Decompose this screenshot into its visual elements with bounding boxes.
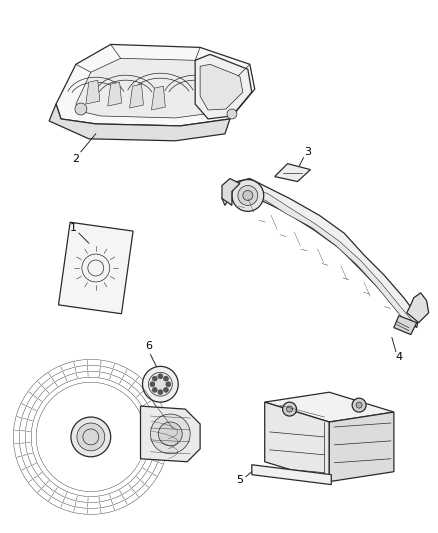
Polygon shape xyxy=(59,222,133,314)
Polygon shape xyxy=(265,392,394,422)
Text: 4: 4 xyxy=(395,352,403,362)
Circle shape xyxy=(148,373,172,396)
Circle shape xyxy=(158,374,163,379)
Polygon shape xyxy=(232,188,414,326)
Circle shape xyxy=(142,366,178,402)
Polygon shape xyxy=(394,316,417,335)
Polygon shape xyxy=(329,412,394,482)
Polygon shape xyxy=(141,406,200,462)
Text: 5: 5 xyxy=(237,475,244,484)
Circle shape xyxy=(227,109,237,119)
Polygon shape xyxy=(222,179,240,205)
Polygon shape xyxy=(195,54,252,119)
Polygon shape xyxy=(56,44,255,126)
Polygon shape xyxy=(49,104,230,141)
Circle shape xyxy=(75,103,87,115)
Circle shape xyxy=(152,387,157,392)
Text: 3: 3 xyxy=(304,147,311,157)
Polygon shape xyxy=(222,179,419,328)
Polygon shape xyxy=(130,84,144,108)
Circle shape xyxy=(152,376,157,381)
Polygon shape xyxy=(76,58,242,118)
Text: 2: 2 xyxy=(72,154,79,164)
Circle shape xyxy=(77,423,105,451)
Circle shape xyxy=(163,376,169,381)
Circle shape xyxy=(283,402,297,416)
Polygon shape xyxy=(152,86,165,110)
Circle shape xyxy=(243,190,253,200)
Circle shape xyxy=(166,382,171,387)
Circle shape xyxy=(232,180,264,212)
Circle shape xyxy=(150,382,155,387)
Polygon shape xyxy=(265,402,329,482)
Circle shape xyxy=(163,387,169,392)
Text: 6: 6 xyxy=(145,342,152,351)
Circle shape xyxy=(356,402,362,408)
Circle shape xyxy=(352,398,366,412)
Text: 1: 1 xyxy=(70,223,77,233)
Circle shape xyxy=(71,417,111,457)
Circle shape xyxy=(286,406,293,412)
Circle shape xyxy=(238,185,258,205)
Polygon shape xyxy=(108,82,122,106)
Polygon shape xyxy=(407,293,429,322)
Polygon shape xyxy=(252,465,331,484)
Circle shape xyxy=(150,414,190,454)
Polygon shape xyxy=(275,164,311,182)
Polygon shape xyxy=(200,64,243,110)
Circle shape xyxy=(159,422,182,446)
Circle shape xyxy=(158,390,163,394)
Polygon shape xyxy=(86,80,100,104)
